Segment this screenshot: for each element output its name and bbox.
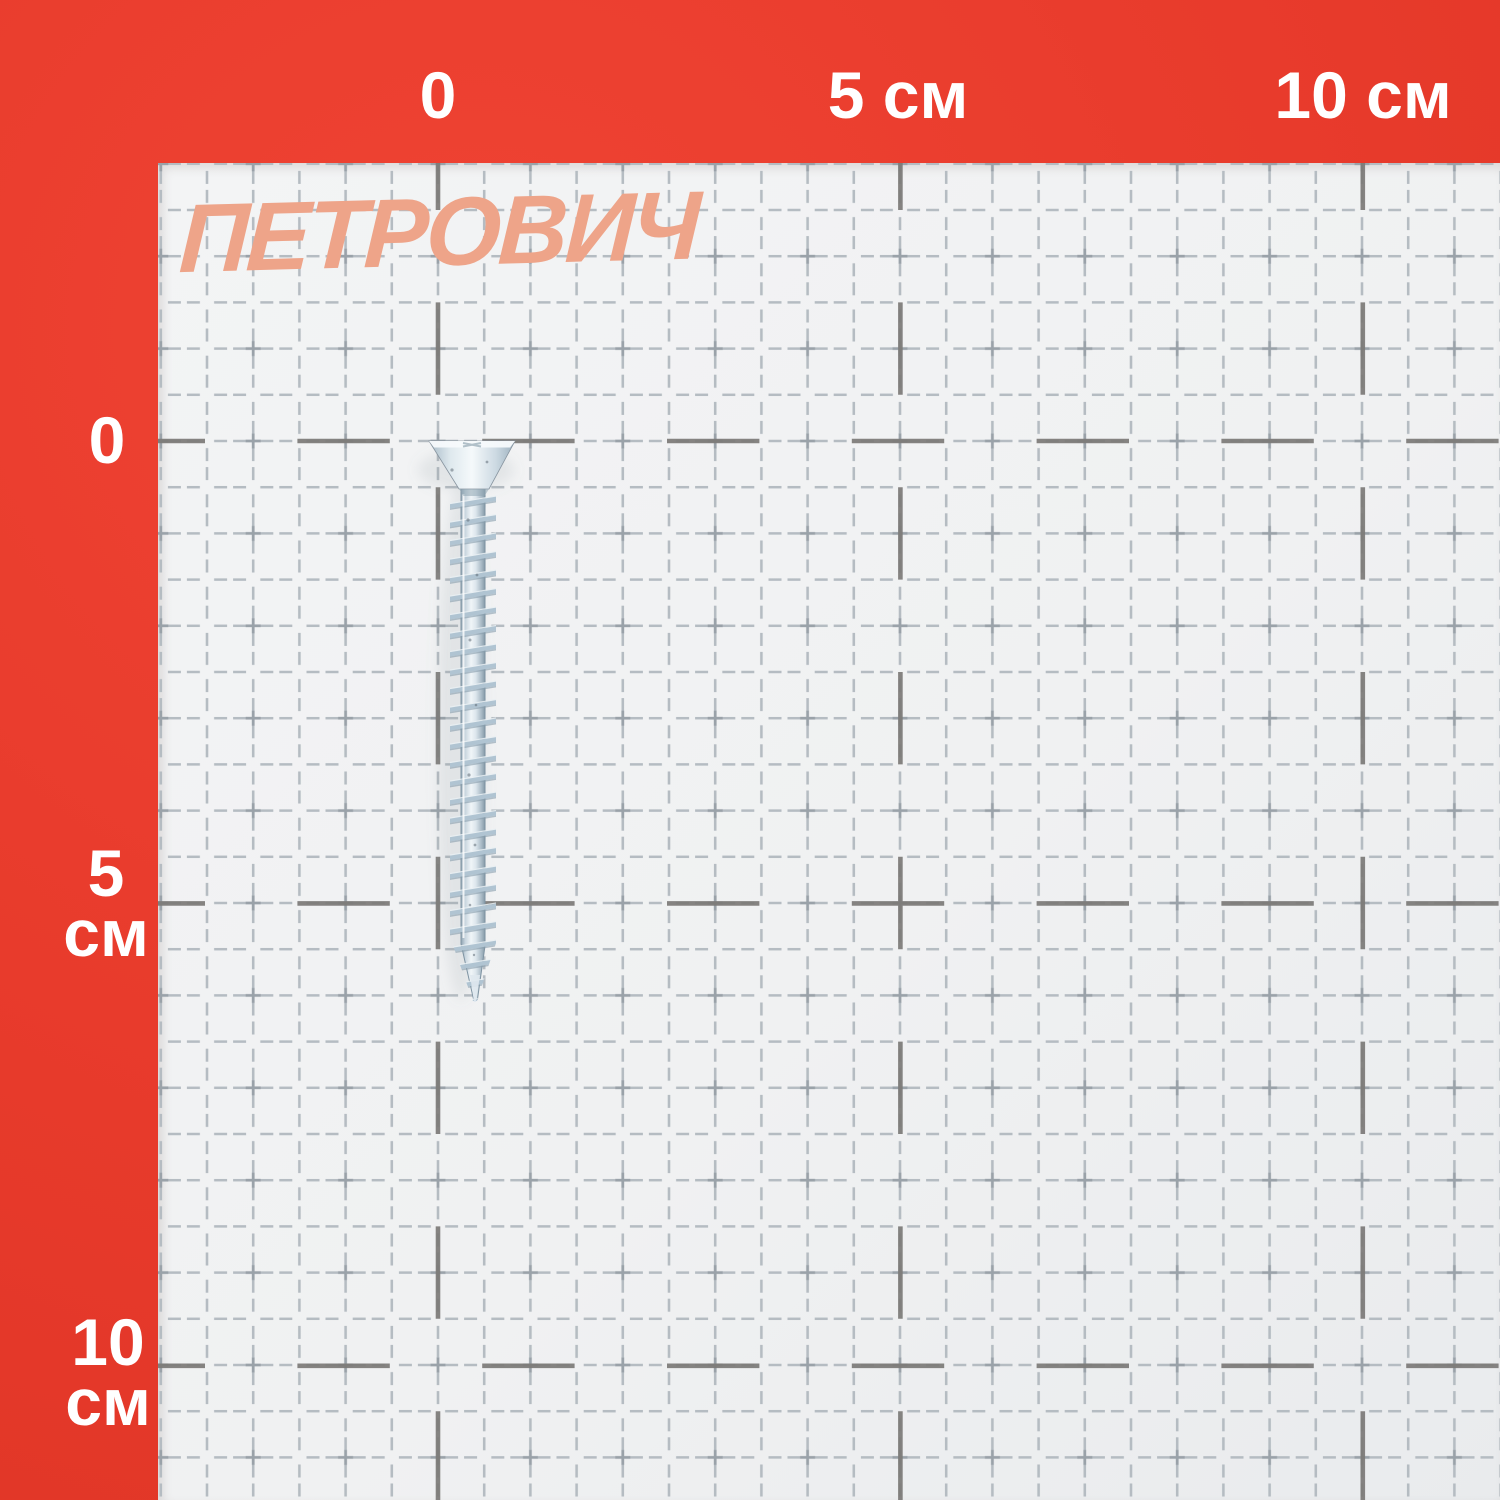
- screw-threads: [450, 493, 496, 1001]
- ruler-left-label-5-unit: см: [63, 896, 149, 970]
- ruler-top-label-10: 10 см: [1274, 58, 1452, 132]
- grid-mat: Петрович: [158, 163, 1500, 1500]
- screw-neck-shadow: [459, 489, 489, 496]
- ruler-left-label-5-value: 5: [87, 836, 125, 910]
- brand-logo: Петрович: [177, 170, 701, 294]
- ruler-left-label-10: 10 см: [65, 1305, 151, 1439]
- cm-cross-ticks: [158, 163, 1500, 1500]
- ruler-left-label-0: 0: [88, 403, 126, 477]
- ruler-top-label-0: 0: [419, 58, 457, 132]
- ruler-left-label-5: 5 см: [63, 836, 149, 970]
- screw-head: [428, 440, 516, 496]
- screw-drive-cross: [462, 442, 482, 448]
- screw-photo: [418, 440, 516, 1002]
- ruler-top-label-5: 5 см: [827, 58, 969, 132]
- major-grid-lines: [158, 163, 1500, 1500]
- screw-specks: [450, 460, 489, 957]
- ruler-left-label-10-unit: см: [65, 1365, 151, 1439]
- screw-tip: [470, 975, 480, 1002]
- ruler-left-label-10-value: 10: [71, 1305, 145, 1379]
- measurement-grid: [158, 163, 1500, 1500]
